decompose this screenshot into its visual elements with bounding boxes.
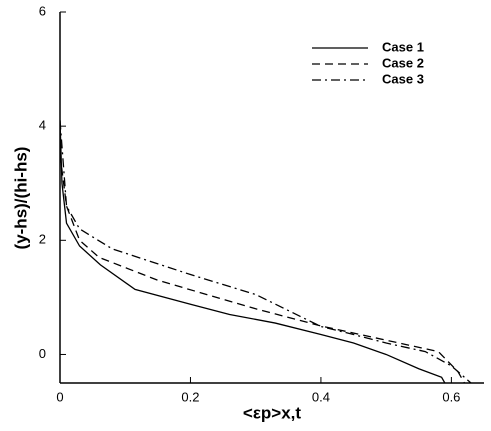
x-tick-label: 0.4 bbox=[312, 389, 330, 404]
y-axis-label: (y-hs)/(hi-hs) bbox=[11, 147, 30, 250]
series-line bbox=[60, 154, 465, 383]
y-tick-label: 0 bbox=[39, 346, 46, 361]
series-line bbox=[60, 120, 446, 383]
series-line bbox=[60, 120, 472, 383]
x-tick-label: 0.2 bbox=[181, 389, 199, 404]
y-tick-label: 6 bbox=[39, 3, 46, 18]
x-tick-label: 0 bbox=[56, 389, 63, 404]
legend-label: Case 3 bbox=[382, 71, 424, 86]
y-tick-label: 4 bbox=[39, 118, 46, 133]
legend-label: Case 1 bbox=[382, 39, 424, 54]
y-tick-label: 2 bbox=[39, 232, 46, 247]
x-axis-label: <εp>x,t bbox=[243, 403, 301, 422]
legend-label: Case 2 bbox=[382, 55, 424, 70]
x-tick-label: 0.6 bbox=[442, 389, 460, 404]
